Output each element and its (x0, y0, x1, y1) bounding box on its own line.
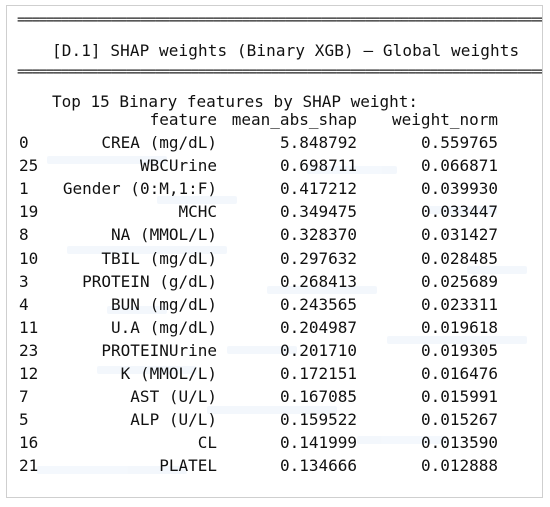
cell-mean-abs-shap: 0.201710 (279, 340, 357, 360)
cell-mean-abs-shap: 0.167085 (279, 387, 357, 407)
cell-mean-abs-shap: 0.159522 (279, 410, 357, 430)
cell-mean-abs-shap: 0.417212 (279, 179, 357, 199)
cell-mean-abs-shap: 0.204987 (279, 317, 357, 337)
row-index: 0 (19, 133, 29, 152)
row-index: 5 (19, 410, 29, 430)
cell-weight-norm: 0.015267 (420, 410, 498, 430)
column-header-mean-abs-shap: mean_abs_shap (231, 110, 357, 129)
row-index: 19 (19, 202, 39, 222)
cell-feature: PLATEL (159, 456, 217, 476)
cell-weight-norm: 0.025689 (420, 271, 498, 291)
cell-mean-abs-shap: 5.848792 (279, 133, 357, 152)
cell-feature: WBCUrine (139, 156, 217, 176)
cell-weight-norm: 0.028485 (420, 248, 498, 268)
cell-weight-norm: 0.019618 (420, 317, 498, 337)
separator-rule-bottom: ========================================… (17, 64, 543, 80)
cell-weight-norm: 0.559765 (420, 133, 498, 152)
column-header-feature: feature (149, 110, 217, 129)
separator-rule-top: ========================================… (17, 12, 543, 28)
cell-feature: U.A (mg/dL) (111, 317, 217, 337)
cell-feature: PROTEINUrine (101, 340, 217, 360)
table-caption: Top 15 Binary features by SHAP weight: (52, 92, 419, 111)
cell-mean-abs-shap: 0.243565 (279, 294, 357, 314)
row-index: 1 (19, 179, 29, 199)
cell-feature: Gender (0:M,1:F) (62, 179, 217, 199)
row-index: 7 (19, 387, 29, 407)
cell-feature: PROTEIN (g/dL) (82, 271, 217, 291)
cell-weight-norm: 0.039930 (420, 179, 498, 199)
row-index: 10 (19, 248, 39, 268)
cell-mean-abs-shap: 0.134666 (279, 456, 357, 476)
cell-weight-norm: 0.031427 (420, 225, 498, 245)
row-index: 4 (19, 294, 29, 314)
cell-weight-norm: 0.066871 (420, 156, 498, 176)
cell-weight-norm: 0.033447 (420, 202, 498, 222)
cell-feature: ALP (U/L) (130, 410, 217, 430)
column-header-weight-norm: weight_norm (392, 110, 498, 129)
cell-feature: BUN (mg/dL) (111, 294, 217, 314)
row-index: 25 (19, 156, 39, 176)
cell-feature: CREA (mg/dL) (101, 133, 217, 152)
cell-weight-norm: 0.015991 (420, 387, 498, 407)
cell-weight-norm: 0.023311 (420, 294, 498, 314)
cell-feature: AST (U/L) (130, 387, 217, 407)
row-index: 3 (19, 271, 29, 291)
row-index: 8 (19, 225, 29, 245)
cell-feature: TBIL (mg/dL) (101, 248, 217, 268)
cell-mean-abs-shap: 0.172151 (279, 364, 357, 383)
cell-mean-abs-shap: 0.141999 (279, 433, 357, 453)
cell-mean-abs-shap: 0.268413 (279, 271, 357, 291)
cell-weight-norm: 0.016476 (420, 364, 498, 383)
cell-mean-abs-shap: 0.349475 (279, 202, 357, 222)
cell-weight-norm: 0.019305 (420, 340, 498, 360)
row-index: 16 (19, 433, 39, 453)
cell-mean-abs-shap: 0.297632 (279, 248, 357, 268)
cell-mean-abs-shap: 0.328370 (279, 225, 357, 245)
cell-weight-norm: 0.012888 (420, 456, 498, 476)
row-index: 23 (19, 340, 39, 360)
cell-feature: NA (MMOL/L) (111, 225, 217, 245)
row-index: 21 (19, 456, 39, 476)
cell-weight-norm: 0.013590 (420, 433, 498, 453)
cell-feature: MCHC (178, 202, 217, 222)
row-index: 12 (19, 364, 39, 383)
row-index: 11 (19, 317, 39, 337)
cell-feature: K (MMOL/L) (120, 364, 217, 383)
cell-feature: CL (197, 433, 217, 453)
output-cell: ========================================… (6, 5, 543, 498)
section-title: [D.1] SHAP weights (Binary XGB) — Global… (52, 41, 520, 60)
cell-mean-abs-shap: 0.698711 (279, 156, 357, 176)
